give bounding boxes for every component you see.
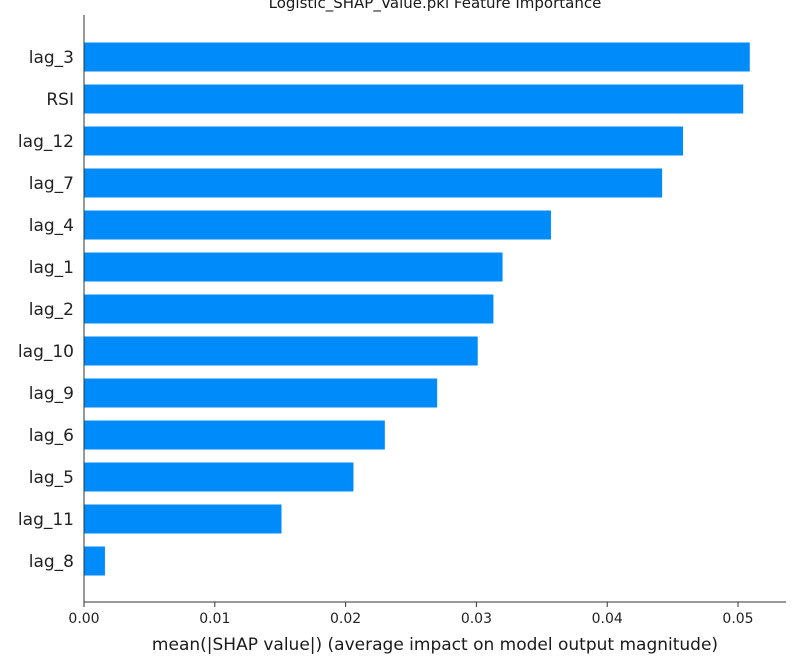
category-label: lag_12 [18,132,74,152]
x-axis-label: mean(|SHAP value|) (average impact on mo… [152,635,718,655]
bar-lag-5 [84,462,354,492]
bar-rsi [84,84,744,114]
x-tick-label: 0.04 [592,611,623,627]
x-tick-label: 0.05 [722,611,753,627]
category-label: lag_9 [29,384,74,404]
category-label: lag_8 [29,552,74,572]
category-label: lag_6 [29,426,74,446]
category-labels: lag_3 RSI lag_12 lag_7 lag_4 lag_1 lag_2 lag_10… [18,48,74,572]
bar-lag-9 [84,378,438,408]
category-label: lag_5 [29,468,74,488]
x-tick-label: 0.02 [330,611,361,627]
x-tick-label: 0.01 [199,611,230,627]
category-label: lag_2 [29,300,74,320]
category-label: lag_4 [29,216,74,236]
category-label: lag_10 [18,342,74,362]
bar-lag-11 [84,504,282,534]
bars-group [84,42,750,576]
bar-lag-10 [84,336,478,366]
category-label: lag_3 [29,48,74,68]
x-tick-label: 0.00 [68,611,99,627]
bar-lag-3 [84,42,750,72]
category-label: lag_11 [18,510,74,530]
chart-title: Logistic_SHAP_Value.pkl Feature Importan… [269,0,602,13]
bar-lag-1 [84,252,503,282]
bar-lag-8 [84,546,105,576]
x-tick-label: 0.03 [461,611,492,627]
bar-lag-7 [84,168,663,198]
bar-lag-6 [84,420,385,450]
bar-lag-2 [84,294,494,324]
x-ticks: 0.00 0.01 0.02 0.03 0.04 0.05 [68,602,754,627]
bar-lag-12 [84,126,684,156]
category-label: lag_7 [29,174,74,194]
category-label: RSI [46,90,74,110]
bar-lag-4 [84,210,551,240]
category-label: lag_1 [29,258,74,278]
